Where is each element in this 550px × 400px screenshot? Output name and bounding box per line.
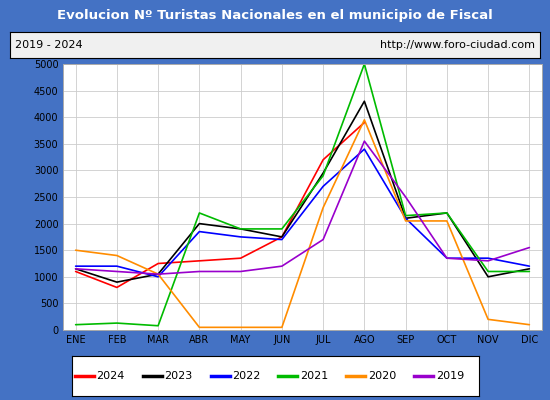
Text: 2023: 2023 [164,371,192,381]
2022 [113,264,120,268]
2019 [485,258,491,263]
2021 [278,226,285,231]
2019 [113,269,120,274]
2019 [278,264,285,268]
2021 [320,173,326,178]
2022 [526,264,532,268]
2021 [402,213,409,218]
2023 [320,171,326,176]
2023 [278,234,285,239]
2024 [73,269,79,274]
2019 [196,269,202,274]
Text: Evolucion Nº Turistas Nacionales en el municipio de Fiscal: Evolucion Nº Turistas Nacionales en el m… [57,8,493,22]
2023 [73,266,79,271]
2020 [73,248,79,253]
2019 [443,256,450,260]
2020 [278,325,285,330]
2023 [237,226,244,231]
2024 [361,120,367,125]
Line: 2020: 2020 [76,120,529,327]
2021 [155,323,162,328]
2020 [526,322,532,327]
2022 [237,234,244,239]
2019 [402,194,409,199]
2024 [278,234,285,239]
2023 [113,280,120,284]
2020 [113,253,120,258]
2019 [526,245,532,250]
2021 [485,269,491,274]
2023 [155,272,162,276]
2024 [196,258,202,263]
Line: 2019: 2019 [76,141,529,274]
2020 [402,218,409,223]
Line: 2023: 2023 [76,101,529,282]
Text: http://www.foro-ciudad.com: http://www.foro-ciudad.com [380,40,535,50]
2019 [237,269,244,274]
2024 [113,285,120,290]
2021 [237,226,244,231]
2022 [443,256,450,260]
2023 [485,274,491,279]
2020 [155,272,162,276]
2020 [485,317,491,322]
Text: 2024: 2024 [97,371,125,381]
Text: 2021: 2021 [300,371,328,381]
2023 [402,216,409,221]
2024 [155,261,162,266]
2021 [196,210,202,215]
2019 [361,139,367,144]
2022 [196,229,202,234]
2020 [196,325,202,330]
2020 [320,205,326,210]
2024 [237,256,244,260]
2023 [526,266,532,271]
Text: 2020: 2020 [368,371,396,381]
2019 [73,266,79,271]
2022 [73,264,79,268]
2019 [155,272,162,276]
2022 [361,147,367,152]
Line: 2024: 2024 [76,122,364,288]
2020 [237,325,244,330]
Text: 2019 - 2024: 2019 - 2024 [15,40,83,50]
2020 [443,218,450,223]
2019 [320,237,326,242]
2022 [155,274,162,279]
2023 [196,221,202,226]
2024 [320,157,326,162]
Line: 2022: 2022 [76,149,529,277]
Line: 2021: 2021 [76,64,529,326]
Text: 2019: 2019 [436,371,464,381]
2022 [278,237,285,242]
Text: 2022: 2022 [232,371,261,381]
2021 [73,322,79,327]
2023 [443,210,450,215]
2022 [320,184,326,189]
2021 [113,321,120,326]
2021 [361,62,367,66]
2022 [402,216,409,221]
2021 [443,210,450,215]
2020 [361,118,367,122]
2021 [526,269,532,274]
2022 [485,256,491,260]
2023 [361,99,367,104]
